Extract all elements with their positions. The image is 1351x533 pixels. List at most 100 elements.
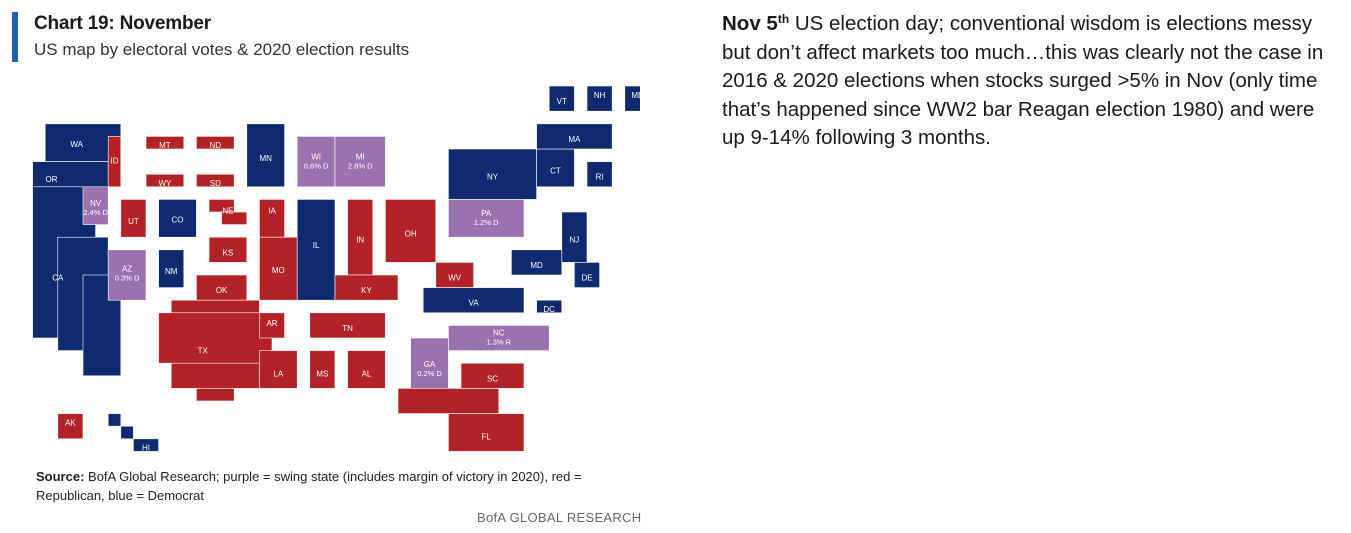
state-cell-fl [397,388,500,414]
state-cell-mt [145,136,185,150]
state-label: RI [596,173,604,182]
state-cell-ok [196,274,248,301]
state-label: OK [216,286,228,295]
state-ky: KY [334,274,399,301]
state-cell-mi [334,136,386,188]
source-text: BofA Global Research; purple = swing sta… [36,469,582,503]
state-cell-il [296,199,336,301]
state-ia: IA [259,199,285,238]
state-ca: CA [32,186,122,377]
state-cell-hi [120,425,134,440]
state-az: AZ0.3% D [107,249,147,301]
title-accent-bar [12,12,18,62]
state-label: MT [159,141,171,150]
state-label: OH [405,229,417,238]
state-cell-ny [448,148,537,200]
state-label: HI [142,444,150,453]
state-cell-ri [586,161,613,188]
state-label: MN [259,154,272,163]
state-label: ID [111,156,119,165]
state-label: ME [631,91,640,100]
state-cell-va [422,287,525,314]
state-al: AL [347,350,386,389]
state-nj: NJ [561,211,588,263]
commentary-body: US election day; conventional wisdom is … [722,12,1324,149]
state-cell-nj [561,211,588,263]
state-tn: TN [309,312,386,339]
state-margin-label: 2.4% D [83,208,108,217]
state-label: DC [543,305,555,314]
state-margin-label: 0.6% D [304,161,329,170]
state-label: LA [273,369,283,378]
state-nh: NH [586,85,613,112]
state-cell-ut [120,199,147,238]
state-label: NY [487,173,499,182]
state-label: NM [165,267,178,276]
state-cell-nh [586,85,613,112]
state-cell-vt [548,85,575,112]
state-label: NV [90,199,102,208]
state-cell-ia [259,199,285,238]
state-label: CT [550,166,561,175]
state-label: FL [482,432,492,441]
brand-footer: BofA GLOBAL RESEARCH [477,510,642,525]
state-margin-label: 0.2% D [417,369,442,378]
state-label: AK [65,418,76,427]
state-cell-nv [82,186,109,225]
commentary-lead: Nov 5 [722,12,778,35]
state-ok: OK [196,274,248,301]
state-cell-az [107,249,147,301]
state-cell-ms [309,350,336,389]
state-label: MO [272,266,285,275]
state-vt: VT [548,85,575,112]
state-nd: ND [196,136,235,150]
state-cell-ky [334,274,399,301]
state-label: IA [268,207,276,216]
state-label: VT [557,97,567,106]
state-cell-nc [448,325,550,351]
state-cell-ma [536,123,613,150]
state-label: WI [311,152,321,161]
state-label: GA [424,360,436,369]
state-label: DE [581,274,592,283]
state-dc: DC [536,299,563,314]
state-cell-in [347,199,374,276]
state-label: AR [266,319,277,328]
state-ct: CT [536,148,575,188]
state-label: MI [356,152,365,161]
state-cell-ks [208,236,248,263]
state-cell-la [259,350,298,389]
state-label: MA [568,135,581,144]
state-margin-label: 2.8% D [348,161,373,170]
state-cell-co [158,199,197,238]
state-label: WV [448,274,462,283]
state-margin-label: 1.2% D [474,218,499,227]
state-label: SC [487,374,498,383]
state-cell-mn [246,123,285,188]
state-mn: MN [246,123,285,188]
state-cell-md [511,249,563,276]
state-label: AZ [122,264,132,273]
state-label: VA [469,299,480,308]
state-ar: AR [259,312,285,339]
state-cell-hi [133,438,159,452]
state-me: ME [624,85,640,112]
state-cell-tn [309,312,386,339]
state-label: SD [210,179,221,188]
source-label: Source: [36,469,85,484]
commentary-text: Nov 5th US election day; conventional wi… [722,10,1342,153]
state-nm: NM [158,249,185,288]
state-pa: PA1.2% D [448,199,525,238]
state-ks: KS [208,236,248,263]
state-la: LA [259,350,298,389]
source-note: Source: BofA Global Research; purple = s… [36,467,636,505]
state-cell-nm [158,249,185,288]
state-label: ND [210,141,222,150]
state-label: UT [128,217,139,226]
state-label: IN [356,236,364,245]
state-cell-hi [107,413,122,427]
state-tx: TX [158,299,273,402]
state-oh: OH [385,199,437,263]
state-label: KY [361,286,372,295]
state-cell-id [107,136,122,188]
